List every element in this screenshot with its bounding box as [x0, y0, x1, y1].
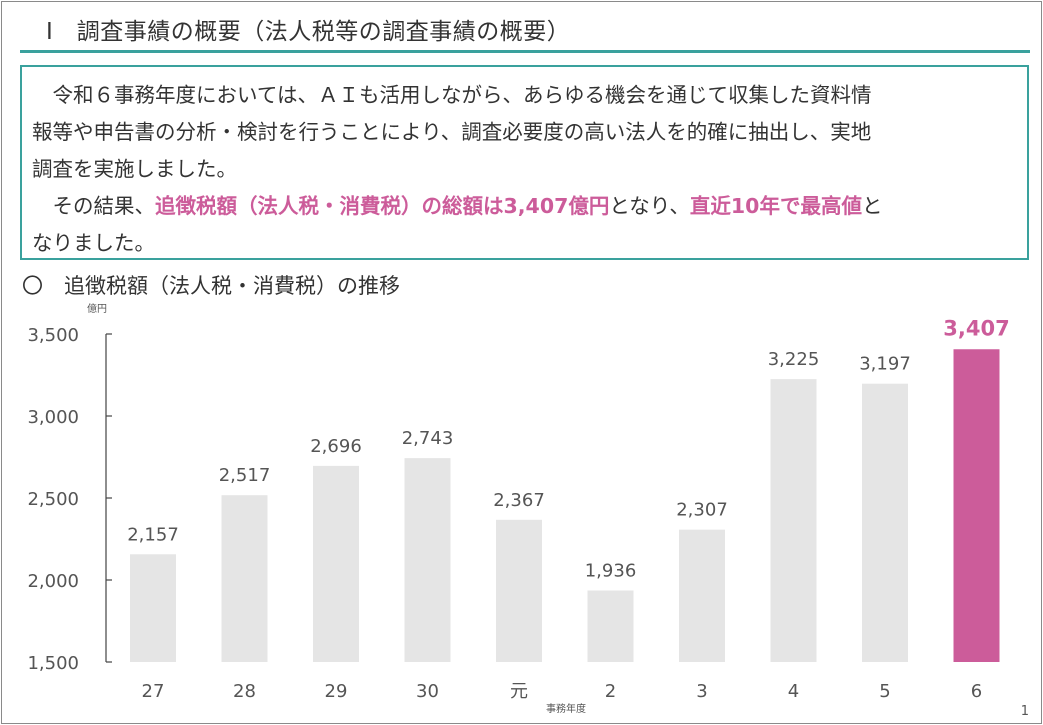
bar	[770, 379, 817, 662]
bar-value-label: 3,197	[859, 354, 911, 375]
x-tick-label: 5	[879, 681, 890, 702]
bar-chart: 億円 事務年度 1,500 2,000 2,500 3,000 3,500 2,157 2…	[27, 302, 1009, 715]
y-tick-label: 1,500	[27, 653, 79, 674]
bar	[679, 529, 725, 662]
summary-prefix: その結果、	[32, 194, 155, 218]
y-tick-label: 3,500	[27, 325, 79, 346]
bar-value-label: 3,225	[768, 349, 820, 370]
x-tick-label: 27	[142, 681, 165, 702]
x-axis-label: 事務年度	[546, 702, 586, 715]
y-tick-label: 2,000	[27, 571, 79, 592]
summary-line-4: その結果、追徴税額（法人税・消費税）の総額は3,407億円となり、直近10年で最…	[32, 188, 1015, 225]
summary-line-1: 令和６事務年度においては、ＡＩも活用しながら、あらゆる機会を通じて収集した資料情	[32, 83, 872, 107]
x-tick-label: 元	[510, 681, 528, 702]
header: Ⅰ 調査事績の概要（法人税等の調査事績の概要）	[24, 8, 1028, 48]
bar-value-label: 2,307	[676, 500, 728, 521]
bar	[953, 349, 1000, 662]
page-title: Ⅰ 調査事績の概要（法人税等の調査事績の概要）	[46, 19, 571, 45]
x-tick-label: 28	[233, 681, 256, 702]
bar	[404, 458, 451, 662]
x-tick-label: 29	[325, 681, 348, 702]
page-number: 1	[1020, 704, 1029, 719]
y-tick-label: 2,500	[27, 489, 79, 510]
summary-line-2: 報等や申告書の分析・検討を行うことにより、調査必要度の高い法人を的確に抽出し、実…	[32, 120, 872, 144]
x-tick-label: 2	[605, 681, 616, 702]
bar-value-label: 1,936	[585, 560, 637, 581]
summary-highlight-record: 直近10年で最高値	[689, 194, 862, 218]
x-tick-label: 4	[788, 681, 799, 702]
bar	[130, 554, 176, 662]
summary-box: 令和６事務年度においては、ＡＩも活用しながら、あらゆる機会を通じて収集した資料情…	[20, 65, 1029, 260]
bar-value-label: 3,407	[943, 316, 1009, 340]
chart-section-title: 〇 追徴税額（法人税・消費税）の推移	[22, 274, 400, 298]
summary-line-3: 調査を実施しました。	[32, 157, 237, 181]
x-tick-label: 3	[696, 681, 707, 702]
bar-value-label: 2,367	[493, 490, 545, 511]
x-tick-label: 30	[416, 681, 439, 702]
bar	[313, 465, 359, 662]
bar-value-label: 2,696	[310, 436, 362, 457]
summary-line-5: なりました。	[32, 231, 155, 255]
chart-area: 億円 事務年度 1,500 2,000 2,500 3,000 3,500 2,157 2…	[0, 300, 1043, 725]
x-tick-label: 6	[971, 681, 982, 702]
y-tick-label: 3,000	[27, 407, 79, 428]
summary-suffix: と	[861, 194, 883, 218]
bar	[587, 590, 634, 662]
bar-value-label: 2,157	[127, 524, 179, 545]
summary-highlight-total: 追徴税額（法人税・消費税）の総額は3,407億円	[155, 194, 610, 218]
summary-mid: となり、	[609, 194, 690, 218]
header-rule	[20, 50, 1030, 53]
bar-value-label: 2,743	[402, 428, 454, 449]
bar-value-label: 2,517	[219, 465, 271, 486]
bar	[496, 519, 542, 662]
bar	[862, 383, 908, 662]
y-axis-unit-label: 億円	[87, 302, 107, 315]
bar	[221, 495, 268, 662]
